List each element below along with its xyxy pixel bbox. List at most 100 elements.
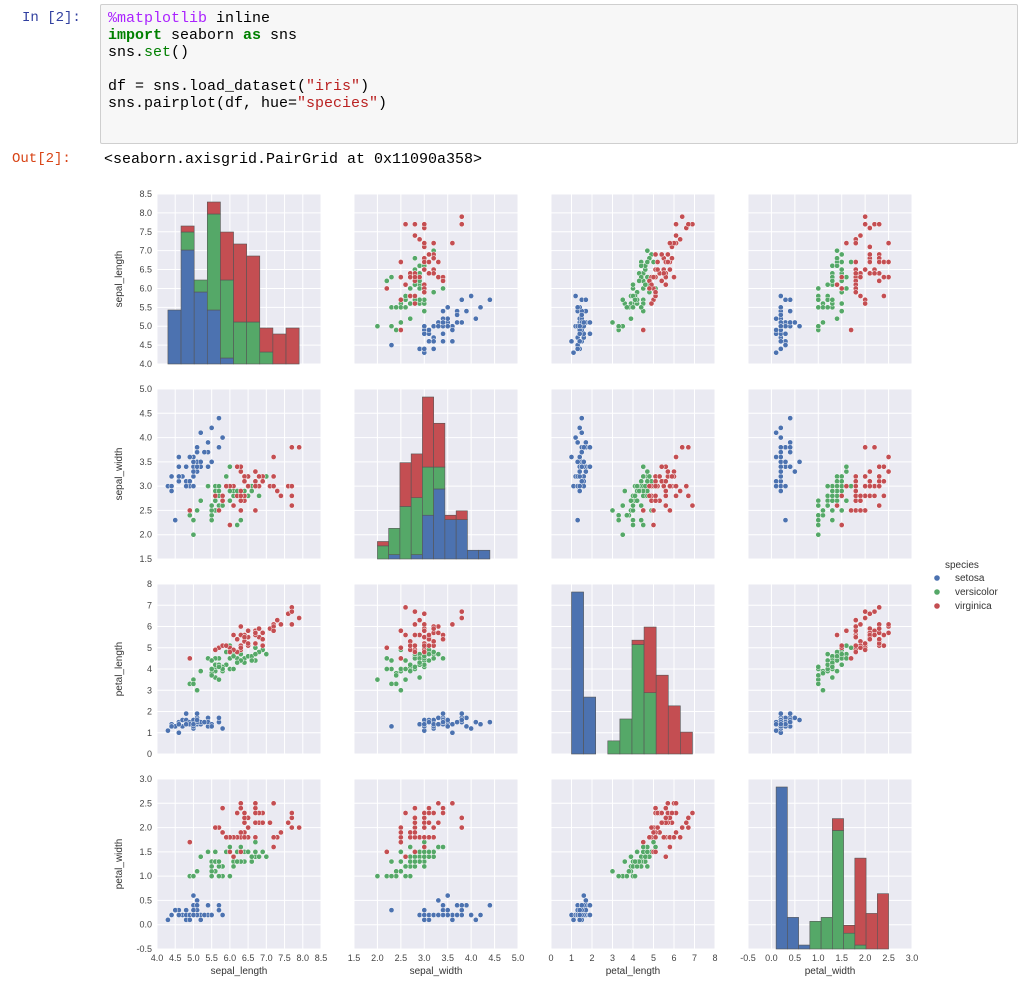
scatter-point-versicolor bbox=[227, 497, 233, 504]
scatter-point-versicolor bbox=[630, 281, 636, 288]
scatter-point-setosa bbox=[792, 715, 798, 721]
scatter-point-setosa bbox=[201, 449, 208, 455]
scatter-point-versicolor bbox=[843, 642, 850, 649]
scatter-point-setosa bbox=[568, 338, 575, 345]
scatter-point-virginica bbox=[430, 270, 437, 277]
scatter-point-versicolor bbox=[624, 512, 630, 519]
scatter-point-virginica bbox=[421, 289, 428, 296]
scatter-point-virginica bbox=[852, 483, 859, 489]
scatter-point-versicolor bbox=[829, 497, 836, 504]
scatter-point-virginica bbox=[665, 800, 671, 807]
scatter-point-versicolor bbox=[640, 522, 647, 528]
scatter-point-virginica bbox=[871, 493, 878, 499]
scatter-point-setosa bbox=[576, 454, 583, 460]
scatter-point-setosa bbox=[449, 327, 456, 333]
scatter-point-versicolor bbox=[632, 493, 638, 499]
scatter-point-virginica bbox=[654, 266, 661, 273]
scatter-point-virginica bbox=[885, 274, 892, 280]
scatter-point-virginica bbox=[245, 483, 251, 489]
scatter-point-setosa bbox=[183, 907, 190, 913]
histogram-bar-versicolor bbox=[843, 932, 856, 950]
histogram-bar-setosa bbox=[206, 309, 221, 365]
scatter-point-versicolor bbox=[824, 661, 831, 668]
scatter-point-versicolor bbox=[248, 657, 255, 664]
scatter-point-virginica bbox=[848, 327, 854, 333]
scatter-point-virginica bbox=[219, 493, 226, 499]
scatter-point-setosa bbox=[777, 304, 784, 311]
scatter-point-setosa bbox=[477, 304, 484, 311]
scatter-point-versicolor bbox=[398, 687, 404, 694]
scatter-point-virginica bbox=[665, 251, 671, 258]
scatter-point-virginica bbox=[426, 834, 432, 841]
y-tick-label: 6.5 bbox=[139, 265, 152, 275]
scatter-point-versicolor bbox=[230, 653, 237, 660]
scatter-point-setosa bbox=[194, 449, 200, 455]
scatter-point-versicolor bbox=[615, 323, 622, 330]
scatter-point-virginica bbox=[398, 259, 404, 265]
scatter-point-versicolor bbox=[440, 285, 446, 292]
scatter-point-virginica bbox=[866, 610, 873, 617]
scatter-point-virginica bbox=[449, 621, 456, 628]
scatter-point-virginica bbox=[862, 640, 868, 647]
scatter-point-setosa bbox=[205, 463, 211, 470]
x-tick-label: 2.0 bbox=[371, 953, 384, 963]
scatter-point-virginica bbox=[650, 507, 657, 514]
code-editor[interactable]: %matplotlib inline import seaborn as sns s… bbox=[108, 10, 387, 112]
scatter-point-versicolor bbox=[374, 873, 381, 879]
scatter-point-virginica bbox=[416, 236, 423, 243]
scatter-point-virginica bbox=[426, 810, 432, 816]
scatter-point-setosa bbox=[777, 434, 784, 441]
scatter-point-versicolor bbox=[815, 323, 822, 330]
scatter-point-virginica bbox=[862, 444, 868, 451]
scatter-point-versicolor bbox=[374, 676, 381, 683]
scatter-point-virginica bbox=[435, 274, 442, 280]
scatter-point-setosa bbox=[190, 459, 197, 465]
scatter-point-setosa bbox=[580, 459, 587, 465]
scatter-point-versicolor bbox=[388, 274, 395, 280]
scatter-point-virginica bbox=[654, 824, 661, 831]
scatter-point-versicolor bbox=[815, 517, 822, 523]
scatter-point-setosa bbox=[583, 468, 589, 475]
histogram-bar-versicolor bbox=[193, 279, 208, 293]
scatter-point-virginica bbox=[245, 627, 251, 634]
scatter-point-virginica bbox=[219, 497, 226, 504]
scatter-point-setosa bbox=[587, 902, 593, 909]
scatter-point-versicolor bbox=[815, 502, 822, 509]
scatter-point-setosa bbox=[576, 338, 583, 345]
scatter-point-setosa bbox=[216, 444, 222, 451]
scatter-point-virginica bbox=[652, 493, 659, 499]
histogram-bar-setosa bbox=[571, 591, 584, 755]
scatter-point-virginica bbox=[237, 805, 244, 811]
histogram-bar-virginica bbox=[667, 705, 681, 755]
scatter-point-versicolor bbox=[824, 281, 831, 288]
scatter-point-virginica bbox=[412, 829, 418, 836]
scatter-point-virginica bbox=[227, 522, 233, 528]
scatter-point-versicolor bbox=[216, 676, 222, 683]
scatter-point-virginica bbox=[412, 824, 418, 831]
scatter-point-versicolor bbox=[646, 473, 653, 480]
scatter-point-setosa bbox=[782, 517, 789, 523]
scatter-point-setosa bbox=[165, 727, 171, 734]
code-token: ) bbox=[360, 78, 370, 95]
scatter-point-setosa bbox=[449, 917, 456, 923]
scatter-point-virginica bbox=[881, 642, 887, 649]
scatter-point-virginica bbox=[458, 824, 465, 831]
x-axis-label: sepal_length bbox=[211, 966, 268, 977]
y-tick-label: 8.5 bbox=[139, 189, 152, 199]
scatter-point-virginica bbox=[852, 634, 859, 640]
scatter-point-versicolor bbox=[609, 507, 616, 514]
scatter-point-virginica bbox=[656, 473, 663, 480]
scatter-point-virginica bbox=[278, 493, 284, 499]
scatter-point-versicolor bbox=[416, 674, 423, 681]
histogram-bar-setosa bbox=[388, 554, 401, 560]
scatter-point-versicolor bbox=[435, 844, 442, 850]
scatter-point-versicolor bbox=[374, 323, 381, 330]
scatter-point-versicolor bbox=[416, 262, 423, 269]
code-input-area[interactable]: %matplotlib inline import seaborn as sns s… bbox=[100, 4, 1018, 144]
scatter-point-versicolor bbox=[248, 488, 255, 494]
scatter-point-virginica bbox=[843, 240, 850, 246]
scatter-point-virginica bbox=[270, 473, 277, 480]
scatter-point-versicolor bbox=[838, 478, 845, 485]
scatter-point-setosa bbox=[444, 907, 451, 913]
scatter-point-versicolor bbox=[421, 849, 428, 855]
